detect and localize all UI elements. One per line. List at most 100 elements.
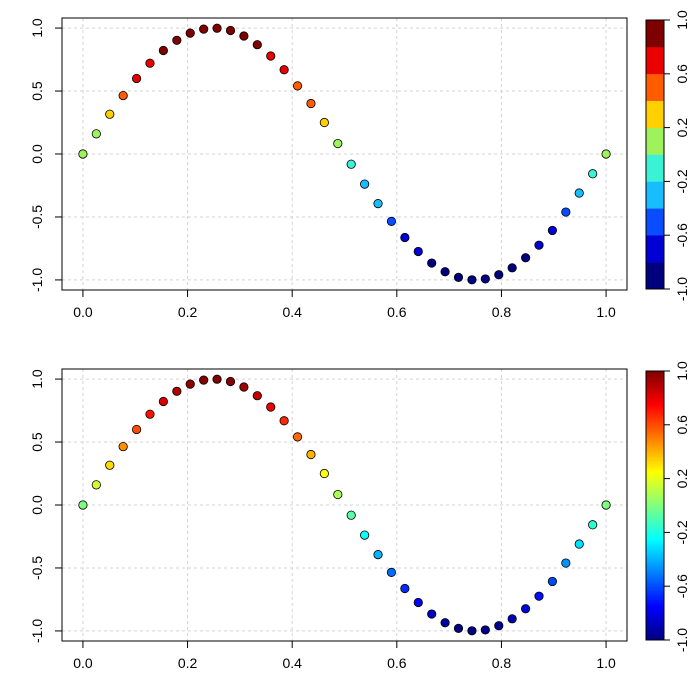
colorbar-segment bbox=[646, 557, 664, 560]
colorbar-segment bbox=[646, 480, 664, 484]
colorbar-segment bbox=[646, 597, 664, 601]
colorbar-segment bbox=[646, 447, 664, 450]
colorbar-segment bbox=[646, 386, 664, 390]
colorbar-segment bbox=[646, 471, 664, 475]
colorbar-segment bbox=[646, 489, 664, 493]
colorbar-segment bbox=[646, 391, 664, 394]
data-point bbox=[574, 188, 584, 198]
colorbar-tick-label: 1.0 bbox=[674, 10, 690, 30]
data-point bbox=[440, 618, 450, 628]
y-tick-label: 0.5 bbox=[29, 432, 45, 452]
data-point bbox=[561, 207, 571, 217]
colorbar-segment bbox=[646, 534, 664, 538]
colorbar-segment bbox=[646, 262, 664, 290]
data-point bbox=[132, 73, 142, 84]
data-point bbox=[279, 416, 289, 426]
colorbar-segment bbox=[646, 411, 664, 414]
colorbar-segment bbox=[646, 512, 664, 515]
colorbar-segment bbox=[646, 608, 664, 612]
colorbar-segment bbox=[646, 527, 664, 531]
data-point bbox=[561, 558, 571, 568]
data-point bbox=[534, 591, 544, 601]
colorbar-segment bbox=[646, 545, 664, 549]
colorbar-segment bbox=[646, 543, 664, 547]
data-point bbox=[588, 520, 598, 530]
data-point bbox=[360, 530, 370, 540]
colorbar-segment bbox=[646, 554, 664, 558]
colorbar-segment bbox=[646, 375, 664, 379]
colorbar-segment bbox=[646, 579, 664, 583]
colorbar-segment bbox=[646, 530, 664, 533]
colorbar-segment bbox=[646, 595, 664, 598]
data-point bbox=[199, 24, 209, 34]
data-point bbox=[225, 376, 236, 387]
data-point bbox=[440, 267, 450, 277]
colorbar-segment bbox=[646, 503, 664, 506]
colorbar-segment bbox=[646, 433, 664, 437]
colorbar-segment bbox=[646, 442, 664, 446]
colorbar-tick-label: 0.2 bbox=[674, 469, 690, 489]
data-point bbox=[507, 263, 517, 273]
grid bbox=[62, 369, 627, 641]
colorbar-segment bbox=[646, 402, 664, 406]
grid bbox=[62, 18, 627, 290]
colorbar-tick-label: -0.6 bbox=[674, 574, 690, 598]
colorbar-segment bbox=[646, 100, 664, 128]
data-point bbox=[118, 441, 128, 452]
colorbar-segment bbox=[646, 624, 664, 627]
colorbar-segment bbox=[646, 413, 664, 417]
colorbar-tick-label: 0.6 bbox=[674, 415, 690, 435]
data-point bbox=[574, 539, 584, 549]
y-tick-label: 0.5 bbox=[29, 81, 45, 101]
data-point bbox=[105, 460, 115, 470]
colorbar-segment bbox=[646, 483, 664, 486]
colorbar-segment bbox=[646, 467, 664, 471]
data-point bbox=[386, 216, 397, 226]
colorbar-segment bbox=[646, 494, 664, 497]
y-tick-label: -1.0 bbox=[29, 268, 45, 292]
colorbar-segment bbox=[646, 415, 664, 419]
colorbar-segment bbox=[646, 498, 664, 502]
colorbar-segment bbox=[646, 458, 664, 462]
y-tick-label: -1.0 bbox=[29, 619, 45, 643]
data-point bbox=[601, 500, 611, 510]
colorbar-segment bbox=[646, 465, 664, 468]
data-point bbox=[292, 432, 303, 442]
colorbar-segment bbox=[646, 393, 664, 397]
data-point bbox=[386, 567, 397, 577]
data-point bbox=[172, 386, 182, 396]
data-point bbox=[158, 45, 168, 56]
colorbar-segment bbox=[646, 492, 664, 495]
y-tick-label: -0.5 bbox=[29, 556, 45, 580]
colorbar-segment bbox=[646, 154, 664, 182]
colorbar-segment bbox=[646, 516, 664, 520]
colorbar-segment bbox=[646, 577, 664, 580]
colorbar-tick-label: -0.6 bbox=[674, 223, 690, 247]
colorbar-segment bbox=[646, 521, 664, 524]
colorbar-segment bbox=[646, 438, 664, 441]
colorbar-segment bbox=[646, 592, 664, 596]
colorbar-segment bbox=[646, 382, 664, 385]
data-point bbox=[521, 253, 531, 263]
colorbar-segment bbox=[646, 536, 664, 540]
colorbar-segment bbox=[646, 606, 664, 610]
data-point bbox=[78, 500, 88, 510]
colorbar-segment bbox=[646, 397, 664, 401]
data-point bbox=[534, 240, 544, 250]
colorbar-segment bbox=[646, 541, 664, 545]
data-point bbox=[373, 550, 383, 560]
colorbar-segment bbox=[646, 628, 664, 632]
colorbar-segment bbox=[646, 379, 664, 383]
colorbar-tick-label: -1.0 bbox=[674, 277, 690, 301]
colorbar-segment bbox=[646, 566, 664, 569]
colorbar-segment bbox=[646, 496, 664, 500]
data-point bbox=[145, 58, 155, 68]
data-point bbox=[78, 149, 88, 159]
data-point bbox=[279, 65, 289, 75]
data-point bbox=[467, 275, 477, 285]
colorbar-tick-label: -0.2 bbox=[674, 520, 690, 544]
colorbar-segment bbox=[646, 406, 664, 410]
data-point bbox=[494, 621, 504, 631]
x-tick-label: 0.8 bbox=[492, 655, 512, 671]
colorbar-segment bbox=[646, 460, 664, 464]
